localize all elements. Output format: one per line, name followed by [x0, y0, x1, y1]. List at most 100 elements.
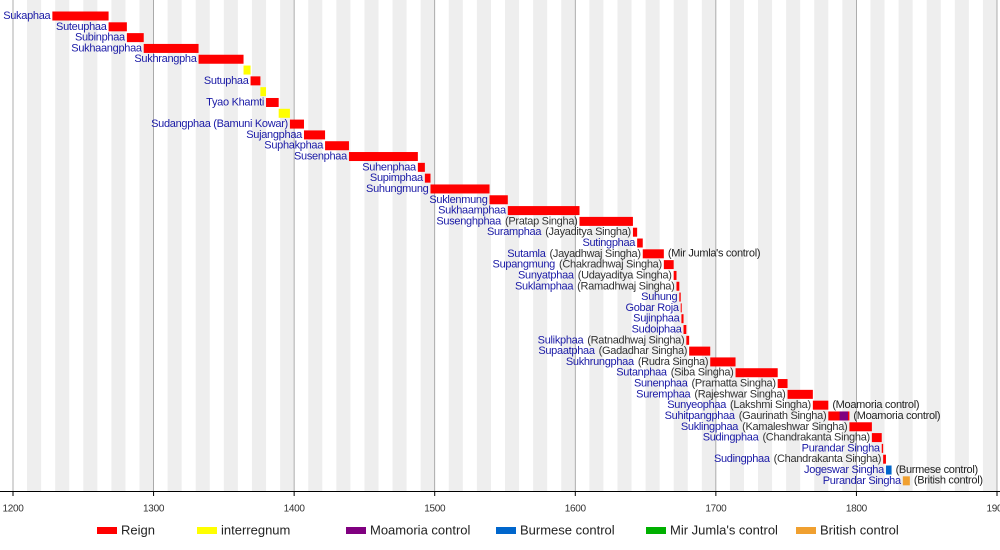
ruler-name: Sutingphaa: [582, 237, 636, 249]
legend-label: British control: [820, 522, 899, 537]
regnal-name: (Jayaditya Singha): [545, 226, 631, 238]
reign-bar: [681, 314, 684, 324]
regnal-name: (Gaurinath Singha): [739, 410, 827, 422]
stripe: [251, 0, 267, 491]
x-tick-label: 1200: [2, 504, 24, 515]
row-label: Sukhaamphaa: [438, 204, 507, 216]
legend: Reign interregnum Moamoria control Burmese …: [97, 522, 899, 537]
ruler-name: Sukhrungphaa: [566, 356, 635, 368]
ruler-name: Sudingphaa: [703, 431, 760, 443]
reign-bar: [828, 411, 850, 421]
ruler-name: Sukhrangpha: [134, 53, 197, 65]
reign-bar: [676, 281, 680, 291]
stripe: [27, 0, 42, 491]
reign-bar: [417, 162, 425, 172]
ruler-name: Sujinphaa: [633, 313, 680, 325]
row-label: Sutamla (Jayadhwaj Singha): [507, 248, 640, 260]
background: [12, 0, 998, 491]
stripe: [195, 0, 210, 491]
legend-label: Reign: [121, 522, 155, 537]
legend-label: Burmese control: [520, 522, 615, 537]
ruler-name: Sutamla: [507, 248, 546, 260]
row-label: Purandar Singha: [823, 475, 902, 487]
stripe: [476, 0, 491, 491]
reign-bar: [686, 335, 690, 345]
ruler-name: Purandar Singha: [802, 442, 881, 454]
regnal-name: (Pramatta Singha): [692, 377, 776, 389]
ruler-name: Tyao Khamti: [206, 96, 264, 108]
reign-bar: [679, 292, 681, 302]
ruler-name: Suhenphaa: [362, 161, 417, 173]
legend-swatch: [796, 527, 816, 534]
reign-bar: [683, 324, 687, 334]
row-label: Sutuphaa: [204, 75, 250, 87]
stripe: [448, 0, 463, 491]
row-label: Purandar Singha: [802, 442, 881, 454]
row-label: Subinphaa: [75, 32, 126, 44]
ruler-name: Sudingphaa: [714, 453, 771, 465]
row-label: Suklingphaa (Kamaleshwar Singha): [681, 421, 848, 433]
row-label: Suramphaa (Jayaditya Singha): [487, 226, 631, 238]
row-label: Suhungmung: [366, 183, 429, 195]
reign-bar: [348, 152, 418, 162]
ruler-name: Sudangphaa (Bamuni Kowar): [151, 118, 288, 130]
x-tick-label: 1700: [705, 504, 727, 515]
ruler-name: Suklenmung: [429, 194, 487, 206]
row-note: (Mir Jumla's control): [668, 248, 760, 260]
row-label: Supimphaa: [370, 172, 424, 184]
stripe: [533, 0, 548, 491]
reign-bar: [871, 433, 882, 443]
regnal-name: (Ratnadhwaj Singha): [587, 334, 684, 346]
reign-bar: [143, 43, 199, 53]
ruler-name: Suhitpangphaa: [665, 410, 736, 422]
row-label: Suteuphaa: [56, 21, 108, 33]
row-label: Sukhrungphaa (Rudra Singha): [566, 356, 708, 368]
ruler-name: Sukhaamphaa: [438, 204, 507, 216]
ruler-name: Susenghphaa: [436, 215, 502, 227]
reign-bar: [787, 389, 813, 399]
ruler-name: Sutanphaa: [616, 367, 668, 379]
stripe: [870, 0, 885, 491]
reign-bar: [243, 65, 251, 75]
reign-bar: [637, 238, 643, 248]
reign-bar: [303, 130, 326, 140]
reign-bar: [430, 184, 490, 194]
row-label: Suremphaa (Rajeshwar Singha): [636, 388, 785, 400]
ruler-name: Suremphaa: [636, 388, 691, 400]
reign-bar: [424, 173, 431, 183]
row-label: Sunyeophaa (Lakshmi Singha): [667, 399, 811, 411]
stripe: [842, 0, 857, 491]
stripe: [982, 0, 997, 491]
reign-bar: [325, 141, 349, 151]
row-label: Jogeswar Singha: [804, 464, 885, 476]
regnal-name: (Udayaditya Singha): [578, 269, 672, 281]
reign-bar: [126, 33, 144, 43]
row-label: Sunyatphaa (Udayaditya Singha): [518, 269, 672, 281]
legend-label: interregnum: [221, 522, 290, 537]
ruler-name: Sukaphaa: [3, 10, 51, 22]
legend-swatch: [646, 527, 666, 534]
reign-bar: [902, 476, 910, 486]
stripe: [336, 0, 351, 491]
row-label: Sutingphaa: [582, 237, 636, 249]
ruler-name: Purandar Singha: [823, 475, 902, 487]
ruler-name: Sutuphaa: [204, 75, 250, 87]
row-label: Suhung: [641, 291, 677, 303]
row-note: (Burmese control): [896, 464, 978, 476]
reign-bar: [673, 270, 677, 280]
stripe: [617, 0, 632, 491]
reign-bar: [812, 400, 829, 410]
row-label: Suphakphaa: [264, 140, 324, 152]
row-label: Susenphaa: [294, 150, 348, 162]
row-label: Sudingphaa (Chandrakanta Singha): [703, 431, 870, 443]
row-label: Sulikphaa (Ratnadhwaj Singha): [538, 334, 685, 346]
stripe: [673, 0, 688, 491]
ruler-name: Sujangphaa: [246, 129, 303, 141]
ruler-name: Sulikphaa: [538, 334, 585, 346]
stripe: [561, 0, 576, 491]
x-tick-label: 1600: [565, 504, 587, 515]
reign-bar: [885, 465, 892, 475]
row-label: Sukhaangphaa: [71, 42, 143, 54]
row-label: Sujangphaa: [246, 129, 303, 141]
stripe: [898, 0, 913, 491]
